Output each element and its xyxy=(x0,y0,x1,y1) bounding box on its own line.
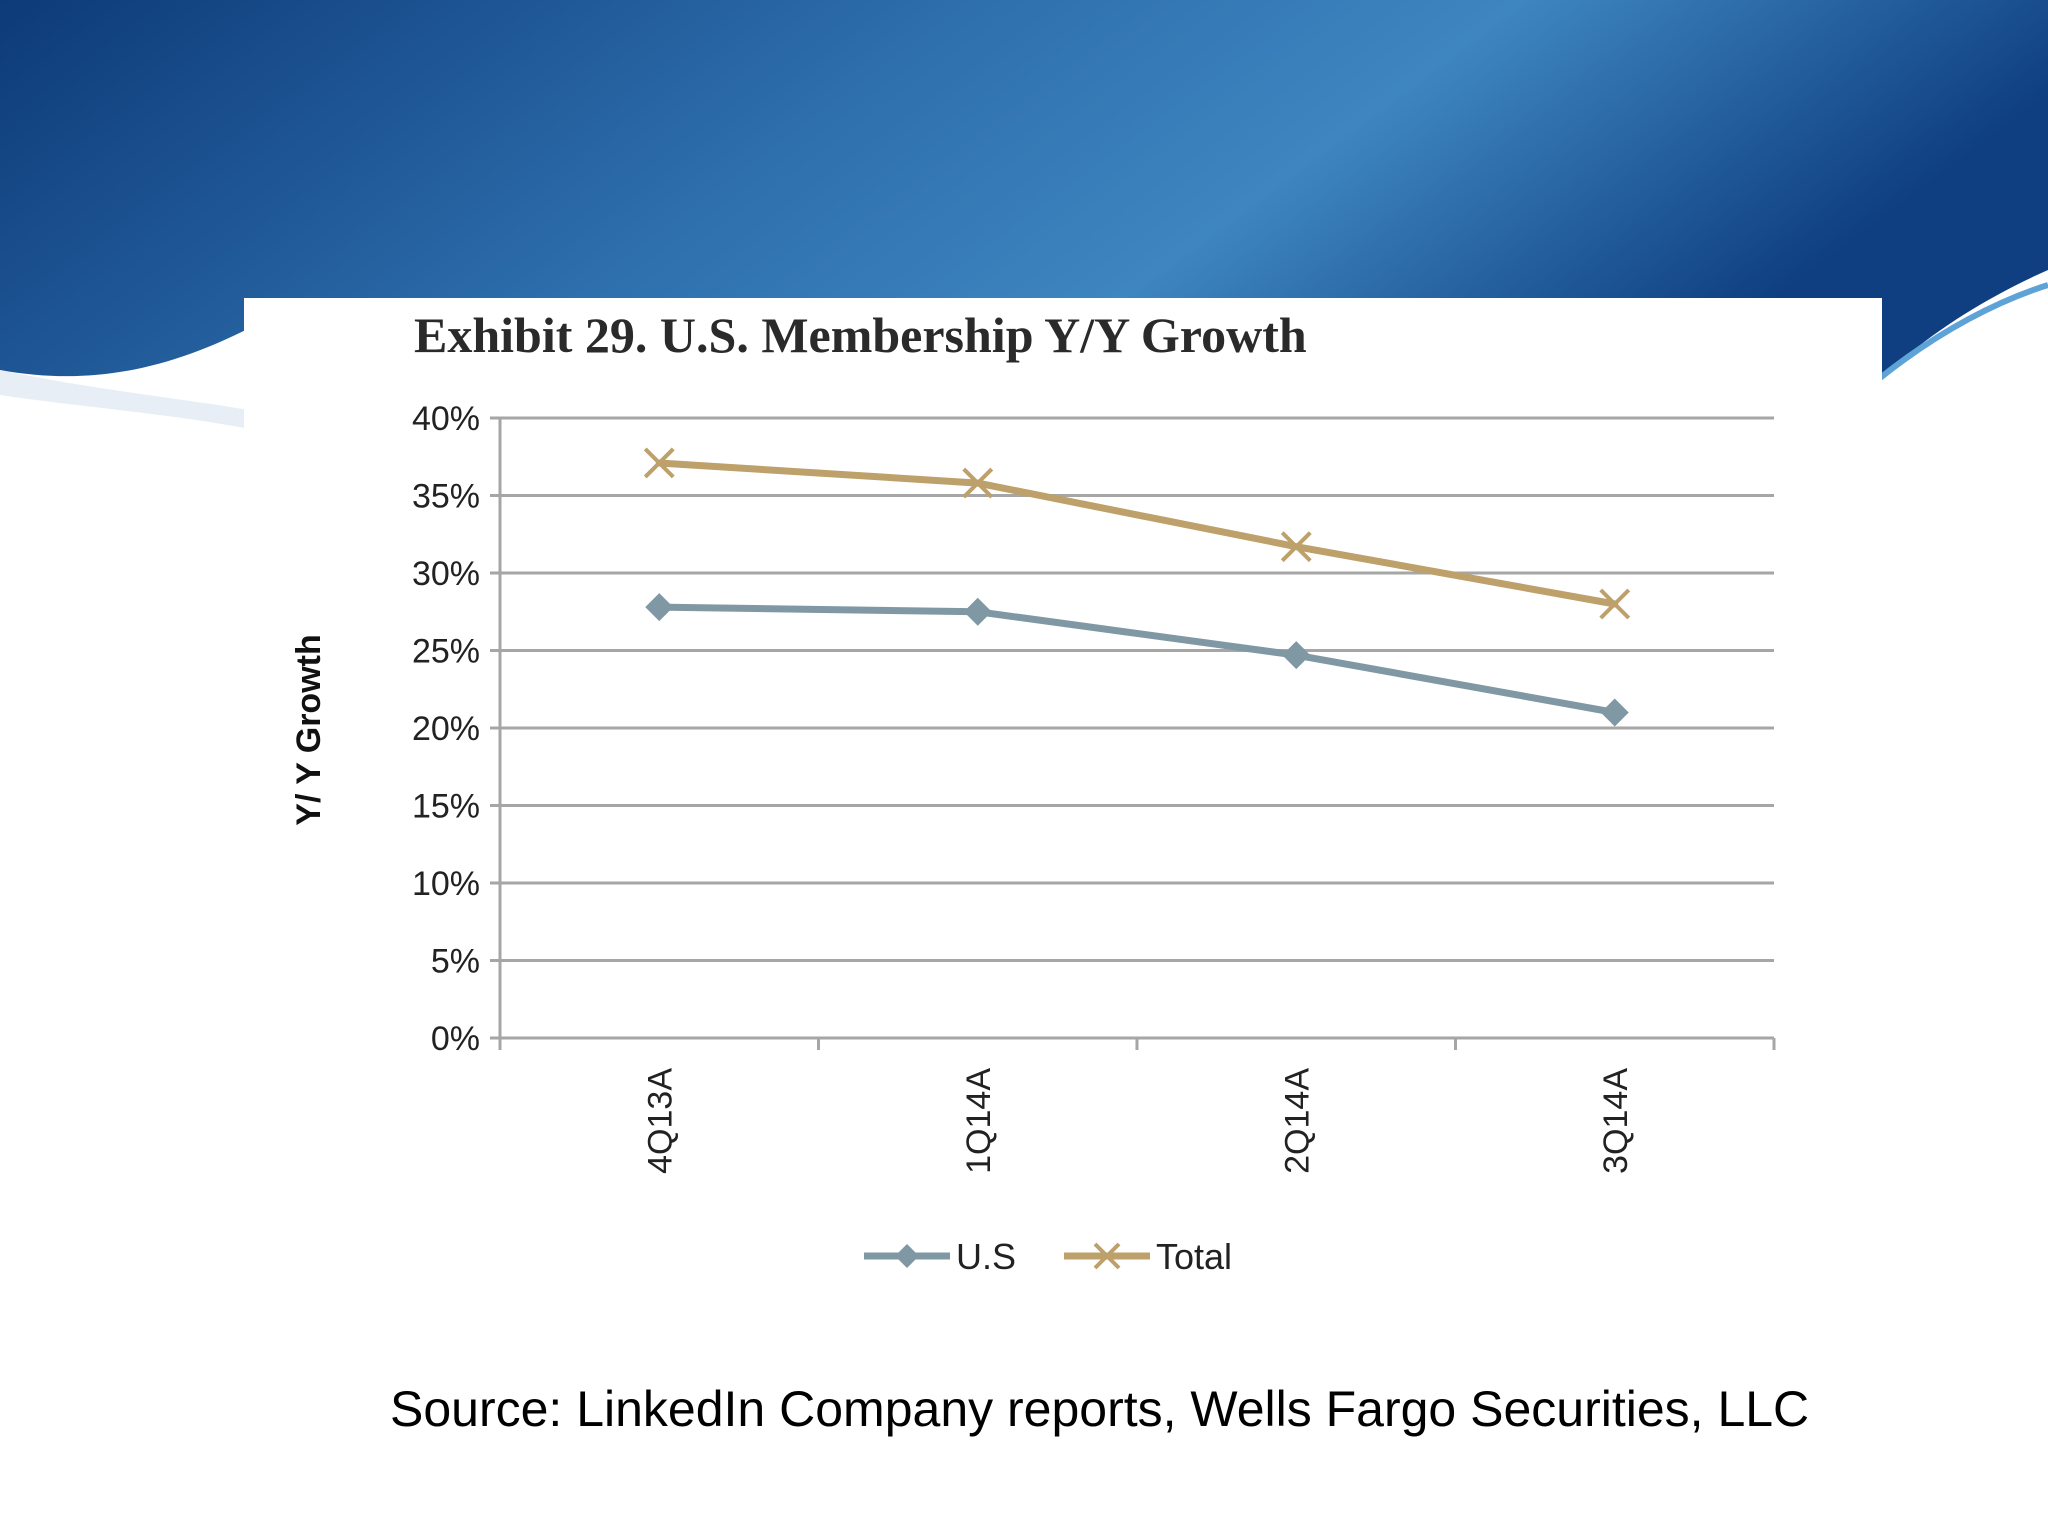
line-chart: Exhibit 29. U.S. Membership Y/Y Growth Y… xyxy=(290,307,1776,1277)
y-tick-label: 15% xyxy=(412,788,480,826)
data-point-total xyxy=(643,447,675,479)
data-point-us xyxy=(1282,641,1311,670)
y-tick-label: 35% xyxy=(412,478,480,516)
y-tick-label: 40% xyxy=(412,400,480,438)
data-point-total xyxy=(1599,588,1631,620)
series-line-us xyxy=(655,603,1619,716)
y-tick-label: 10% xyxy=(412,865,480,903)
data-point-total xyxy=(962,467,994,499)
y-tick-label: 30% xyxy=(412,555,480,593)
y-tick-label: 25% xyxy=(412,633,480,671)
legend-label: U.S xyxy=(956,1236,1016,1277)
data-point-total xyxy=(1280,531,1312,563)
x-tick-label: 1Q14A xyxy=(960,1068,998,1174)
data-point-us xyxy=(963,597,992,626)
legend-marker-x xyxy=(1093,1242,1121,1270)
banner-shape xyxy=(0,0,2048,380)
y-axis-label: Y/ Y Growth xyxy=(290,634,328,825)
series-line-total xyxy=(655,459,1619,608)
x-tick-label: 2Q14A xyxy=(1278,1068,1316,1174)
banner-accent-stroke xyxy=(1878,282,2048,381)
x-tick-label: 3Q14A xyxy=(1597,1068,1635,1174)
x-tick-label: 4Q13A xyxy=(641,1068,679,1174)
chart-title: Exhibit 29. U.S. Membership Y/Y Growth xyxy=(414,307,1307,363)
y-tick-label: 0% xyxy=(431,1020,480,1058)
y-tick-label: 5% xyxy=(431,943,480,981)
data-point-us xyxy=(645,593,674,622)
data-point-us xyxy=(1600,698,1629,727)
banner-swoosh xyxy=(0,370,300,440)
chart-panel: Exhibit 29. U.S. Membership Y/Y Growth Y… xyxy=(244,298,1882,1310)
y-tick-label: 20% xyxy=(412,710,480,748)
legend-label: Total xyxy=(1156,1236,1232,1277)
legend-marker-diamond xyxy=(895,1244,919,1268)
source-note: Source: LinkedIn Company reports, Wells … xyxy=(390,1381,1810,1437)
